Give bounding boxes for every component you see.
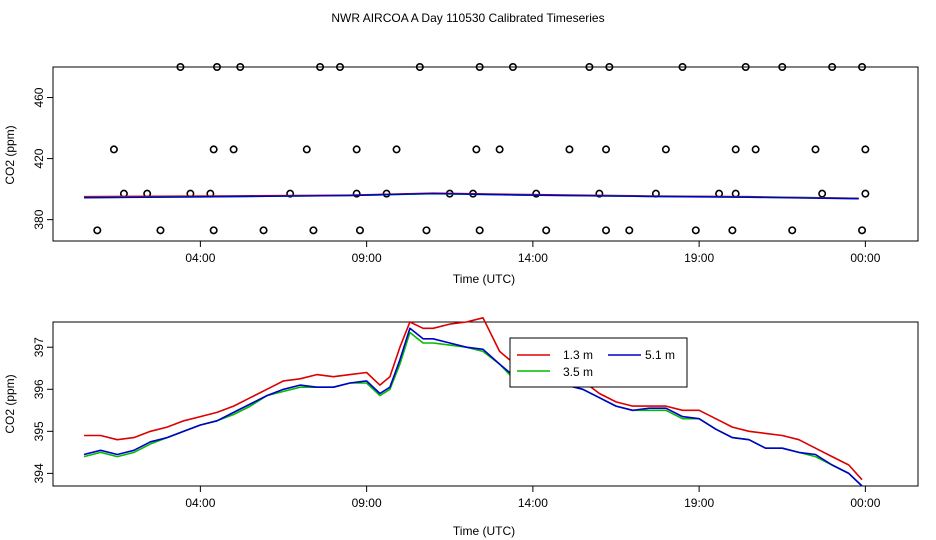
data-point: [605, 62, 614, 71]
legend-label-1-3m: 1.3 m: [563, 348, 593, 362]
data-point: [788, 226, 797, 235]
x-tick-label: 09:00: [352, 496, 382, 510]
data-point: [352, 189, 361, 198]
data-point: [728, 226, 737, 235]
y-tick-label: 394: [32, 463, 46, 483]
data-point: [93, 226, 102, 235]
y-tick-label: 420: [32, 148, 46, 168]
top-scatter-points: [93, 62, 870, 235]
data-point: [585, 62, 594, 71]
series-line-51m: [83, 192, 859, 200]
bottom-y-axis-label: CO2 (ppm): [3, 374, 17, 433]
data-point: [475, 226, 484, 235]
data-point: [858, 226, 867, 235]
bottom-x-axis-label: Time (UTC): [453, 524, 515, 538]
data-point: [176, 62, 185, 71]
data-point: [259, 226, 268, 235]
data-point: [302, 145, 311, 154]
data-point: [495, 145, 504, 154]
x-tick-label: 00:00: [850, 496, 880, 510]
data-point: [602, 226, 611, 235]
data-point: [229, 145, 238, 154]
data-point: [595, 189, 604, 198]
y-tick-label: 397: [32, 337, 46, 357]
data-point: [828, 62, 837, 71]
data-point: [508, 62, 517, 71]
data-point: [691, 226, 700, 235]
bottom-plot-frame: [52, 321, 919, 487]
data-point: [209, 226, 218, 235]
series-line-35m: [83, 331, 863, 487]
series-line-51m: [83, 327, 863, 487]
x-tick-label: 04:00: [185, 251, 215, 265]
data-point: [392, 145, 401, 154]
data-point: [741, 62, 750, 71]
data-point: [209, 145, 218, 154]
data-point: [751, 145, 760, 154]
data-point: [625, 226, 634, 235]
data-point: [731, 145, 740, 154]
data-point: [352, 145, 361, 154]
data-point: [422, 226, 431, 235]
y-tick-label: 460: [32, 87, 46, 107]
data-point: [336, 62, 345, 71]
series-line-13m: [84, 317, 863, 481]
y-tick-label: 380: [32, 209, 46, 229]
data-point: [542, 226, 551, 235]
y-tick-label: 396: [32, 379, 46, 399]
y-tick-label: 395: [32, 421, 46, 441]
data-point: [156, 226, 165, 235]
data-point: [286, 189, 295, 198]
bottom-y-axis: 394 395 396 397: [32, 337, 53, 483]
top-x-axis-label: Time (UTC): [453, 272, 515, 286]
figure-title: NWR AIRCOA A Day 110530 Calibrated Times…: [331, 11, 604, 25]
x-tick-label: 00:00: [850, 251, 880, 265]
data-point: [778, 62, 787, 71]
bottom-panel: 04:00 09:00 14:00 19:00 00:00 394 395 396 397 T…: [3, 317, 919, 538]
x-tick-label: 19:00: [684, 496, 714, 510]
data-point: [109, 145, 118, 154]
top-series-lines: [83, 192, 859, 200]
data-point: [818, 189, 827, 198]
data-point: [532, 189, 541, 198]
data-point: [861, 189, 870, 198]
bottom-series-lines: [83, 317, 863, 487]
data-point: [472, 145, 481, 154]
legend: 1.3 m 5.1 m 3.5 m: [509, 337, 688, 388]
legend-label-3-5m: 3.5 m: [563, 365, 593, 379]
data-point: [811, 145, 820, 154]
data-point: [309, 226, 318, 235]
top-plot-frame: [52, 66, 919, 242]
data-point: [475, 62, 484, 71]
x-tick-label: 14:00: [518, 496, 548, 510]
data-point: [355, 226, 364, 235]
data-point: [861, 145, 870, 154]
top-x-axis: 04:00 09:00 14:00 19:00 00:00: [185, 241, 881, 265]
legend-label-5-1m: 5.1 m: [645, 348, 675, 362]
x-tick-label: 09:00: [352, 251, 382, 265]
data-point: [565, 145, 574, 154]
top-panel: 04:00 09:00 14:00 19:00 00:00 380 420 460 Time…: [3, 62, 919, 286]
data-point: [678, 62, 687, 71]
legend-box: [509, 337, 688, 388]
data-point: [661, 145, 670, 154]
x-tick-label: 14:00: [518, 251, 548, 265]
data-point: [602, 145, 611, 154]
data-point: [316, 62, 325, 71]
x-tick-label: 04:00: [185, 496, 215, 510]
top-y-axis-label: CO2 (ppm): [3, 125, 17, 184]
top-y-axis: 380 420 460: [32, 87, 53, 230]
data-point: [236, 62, 245, 71]
bottom-x-axis: 04:00 09:00 14:00 19:00 00:00: [185, 486, 881, 510]
data-point: [213, 62, 222, 71]
data-point: [858, 62, 867, 71]
data-point: [415, 62, 424, 71]
x-tick-label: 19:00: [684, 251, 714, 265]
